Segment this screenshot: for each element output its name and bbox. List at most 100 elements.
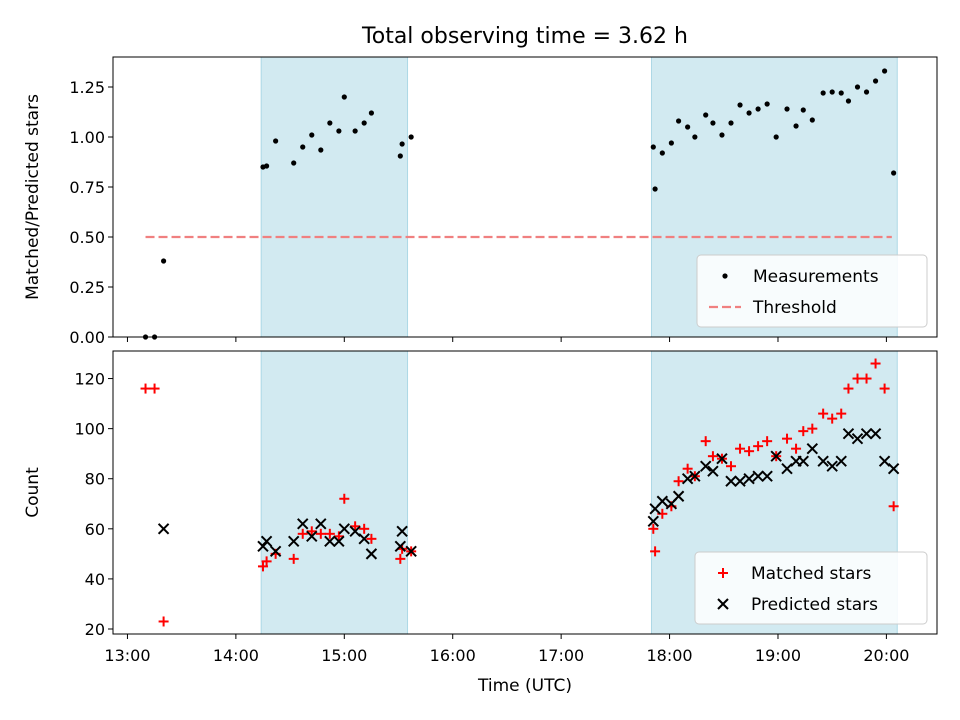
- y-tick-label: 60: [85, 520, 105, 539]
- legend-marker-x-b: [717, 598, 729, 610]
- data-point-predicted: [260, 535, 273, 548]
- data-point-matched: [782, 433, 793, 444]
- data-point-measurement: [668, 140, 674, 146]
- x-tick-label: 14:00: [213, 646, 259, 665]
- y-tick-label: 0.25: [69, 278, 105, 297]
- x-tick-label: 15:00: [321, 646, 367, 665]
- x-b: [672, 490, 685, 502]
- data-point-measurement: [728, 120, 734, 126]
- data-point-predicted: [269, 545, 282, 558]
- data-point-predicted: [851, 432, 864, 445]
- data-point-predicted: [672, 490, 685, 502]
- y-tick-label: 0.50: [69, 228, 105, 247]
- data-point-measurement: [737, 102, 743, 108]
- data-point-measurement: [300, 144, 306, 150]
- legend: Measurements Threshold: [696, 254, 928, 328]
- shaded-interval: [260, 56, 409, 338]
- data-point-matched: [807, 423, 818, 434]
- y-tick-label: 1.00: [69, 128, 105, 147]
- data-point-measurement: [838, 90, 844, 96]
- data-point-predicted: [826, 460, 838, 472]
- data-point-matched: [818, 408, 829, 419]
- data-point-predicted: [752, 470, 764, 482]
- x-tick-label: 17:00: [538, 646, 584, 665]
- data-point-matched: [288, 553, 299, 564]
- data-point-measurement: [160, 258, 167, 264]
- x-b: [860, 427, 873, 440]
- data-point-predicted: [842, 427, 855, 440]
- data-point-measurement: [764, 101, 770, 107]
- data-point-measurement: [273, 138, 279, 144]
- data-point-matched: [827, 413, 838, 424]
- data-point-predicted: [338, 523, 351, 535]
- data-point-measurement: [820, 90, 826, 96]
- data-point-predicted: [699, 460, 712, 472]
- data-point-predicted: [405, 545, 417, 558]
- legend-label: Matched stars: [751, 564, 871, 584]
- data-point-matched: [852, 373, 863, 384]
- data-point-matched: [324, 528, 335, 539]
- data-point-matched: [149, 383, 160, 394]
- data-point-measurement: [399, 141, 405, 147]
- data-point-measurement: [368, 110, 375, 116]
- data-point-measurement: [309, 132, 315, 138]
- data-point-measurement: [891, 170, 897, 176]
- data-point-predicted: [781, 463, 793, 475]
- data-point-matched: [366, 533, 377, 544]
- data-point-measurement: [710, 120, 716, 126]
- data-point-measurement: [692, 134, 698, 140]
- data-point-matched: [140, 383, 151, 394]
- x-b: [817, 455, 829, 467]
- data-point-matched: [843, 383, 854, 394]
- x-b: [260, 535, 273, 548]
- x-b: [887, 463, 900, 475]
- y-tick-label: 0.75: [69, 178, 105, 197]
- data-point-predicted: [797, 455, 809, 467]
- x-b: [725, 475, 737, 487]
- x-b: [878, 455, 891, 467]
- legend-label: Threshold: [752, 298, 837, 318]
- data-point-matched: [888, 501, 899, 512]
- x-b: [743, 473, 755, 485]
- x-b: [306, 530, 318, 543]
- data-point-matched: [870, 358, 881, 369]
- figure-title: Total observing time = 3.62 h: [361, 24, 688, 49]
- y-tick-label: 100: [74, 420, 105, 439]
- x-b: [358, 533, 370, 545]
- x-b: [761, 470, 773, 482]
- y-tick-label: 20: [85, 620, 105, 639]
- data-point-measurement: [397, 153, 403, 159]
- data-point-predicted: [315, 518, 327, 530]
- x-tick-label: 19:00: [755, 646, 801, 665]
- x-b: [734, 475, 746, 487]
- data-point-matched: [879, 383, 890, 394]
- x-b: [797, 455, 809, 467]
- data-point-predicted: [333, 535, 345, 548]
- data-point-matched: [395, 553, 406, 564]
- data-point-measurement: [650, 144, 656, 150]
- data-point-predicted: [306, 530, 318, 543]
- axes-frame: [112, 56, 938, 338]
- data-point-predicted: [365, 548, 378, 560]
- data-point-predicted: [817, 455, 829, 467]
- legend-box: [696, 254, 928, 328]
- data-point-predicted: [761, 470, 773, 482]
- y-tick-label: 1.25: [69, 78, 105, 97]
- y-tick-label: 120: [74, 370, 105, 389]
- data-point-predicted: [324, 535, 336, 548]
- x-axis-label: Time (UTC): [477, 676, 572, 696]
- x-b: [338, 523, 351, 535]
- data-point-predicted: [656, 495, 669, 507]
- bottom-panel: 20 40 60 80 100 120 13:00 14:00 15:00 16:00 17:00 1…: [23, 350, 938, 696]
- data-point-predicted: [887, 463, 900, 475]
- x-b: [405, 545, 417, 558]
- data-point-matched: [700, 436, 711, 447]
- y-tick-label: 80: [85, 470, 105, 489]
- data-point-matched: [339, 493, 350, 504]
- data-point-predicted: [157, 523, 170, 535]
- data-point-measurement: [408, 134, 414, 140]
- data-point-matched: [682, 463, 693, 474]
- x-b: [269, 545, 282, 558]
- data-point-measurement: [881, 68, 888, 74]
